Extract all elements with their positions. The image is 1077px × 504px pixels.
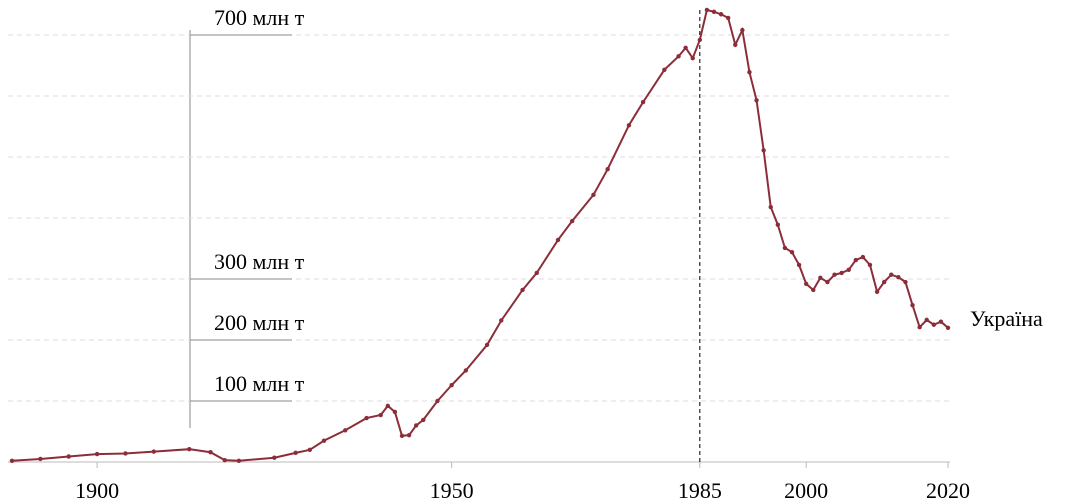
point — [38, 456, 43, 462]
point — [938, 319, 944, 324]
point — [775, 222, 781, 227]
point — [931, 322, 937, 327]
series-line — [11, 8, 949, 462]
series-label: Україна — [970, 306, 1043, 331]
point — [711, 9, 717, 15]
point — [9, 458, 15, 463]
y-tick-label: 700 млн т — [214, 5, 305, 30]
point — [208, 450, 213, 455]
point — [591, 192, 596, 198]
point — [789, 249, 795, 255]
point — [718, 12, 724, 17]
point — [626, 123, 632, 128]
point — [768, 204, 773, 210]
point — [555, 237, 561, 243]
point — [832, 272, 837, 277]
point — [860, 254, 866, 260]
point — [435, 398, 440, 404]
point — [463, 368, 469, 373]
point — [910, 303, 915, 308]
point — [385, 403, 391, 409]
point — [364, 415, 369, 421]
point — [187, 446, 192, 452]
point — [222, 457, 227, 463]
point — [484, 342, 490, 348]
point — [406, 432, 412, 438]
point — [399, 433, 405, 438]
point — [917, 324, 922, 330]
x-tick-label: 1985 — [678, 478, 722, 503]
point — [421, 417, 426, 423]
point — [569, 218, 575, 224]
point — [818, 275, 823, 280]
point — [747, 70, 752, 75]
point — [449, 382, 454, 388]
point — [683, 45, 688, 51]
point — [378, 412, 383, 418]
point — [662, 67, 667, 72]
y-tick-label: 100 млн т — [214, 371, 305, 396]
point — [123, 451, 128, 456]
point — [151, 449, 157, 454]
point — [874, 289, 880, 295]
y-tick-label: 300 млн т — [214, 249, 305, 274]
point — [499, 318, 504, 323]
point — [733, 42, 738, 47]
point — [66, 454, 71, 459]
point — [796, 262, 802, 268]
point — [825, 279, 830, 285]
point — [782, 245, 788, 251]
point — [605, 167, 610, 172]
point — [392, 409, 398, 415]
point — [640, 99, 646, 105]
point — [903, 279, 908, 285]
point — [881, 279, 887, 285]
x-tick-label: 2000 — [784, 478, 828, 503]
point — [676, 54, 681, 59]
point — [725, 15, 731, 21]
point — [307, 447, 313, 452]
point — [896, 274, 901, 280]
y-tick-label: 200 млн т — [214, 310, 305, 335]
point — [321, 438, 327, 443]
point — [94, 451, 100, 457]
point — [236, 458, 242, 463]
point — [761, 148, 766, 153]
point — [754, 98, 759, 103]
point — [534, 270, 539, 276]
point — [924, 317, 929, 323]
point — [740, 27, 745, 33]
point — [520, 287, 525, 293]
point — [803, 281, 809, 287]
point — [889, 272, 894, 277]
point — [811, 287, 816, 293]
x-tick-label: 1900 — [75, 478, 119, 503]
point — [293, 450, 298, 456]
x-tick-label: 1950 — [430, 478, 474, 503]
x-tick-label: 2020 — [926, 478, 970, 503]
point — [413, 423, 419, 428]
point — [704, 7, 710, 13]
point — [846, 267, 851, 273]
point — [945, 325, 951, 330]
point — [867, 262, 873, 268]
point — [853, 257, 859, 263]
point — [343, 428, 348, 433]
point — [839, 270, 844, 276]
point — [690, 55, 695, 61]
point — [697, 37, 703, 43]
point — [272, 455, 277, 460]
